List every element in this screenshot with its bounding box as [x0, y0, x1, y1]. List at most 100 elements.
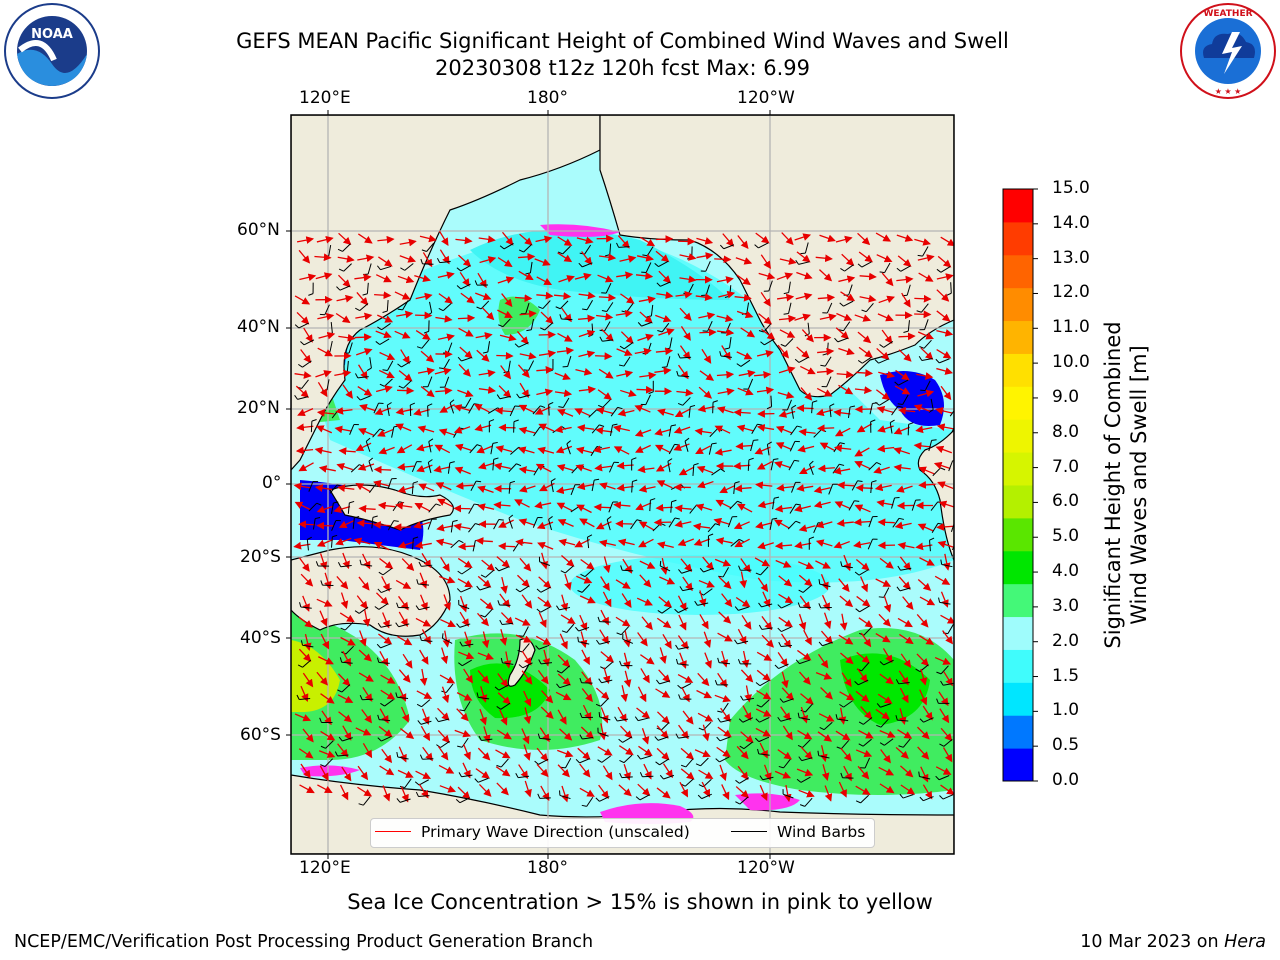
- wind-barb: [889, 422, 893, 434]
- wind-barb: [930, 398, 934, 410]
- wave-direction-arrow: [576, 575, 593, 584]
- wave-direction-arrow: [598, 293, 617, 302]
- colorbar-tick-label: 4.0: [1052, 561, 1080, 582]
- wind-barb-flag: [780, 343, 786, 347]
- wave-direction-arrow: [540, 311, 554, 325]
- wind-barb: [720, 355, 732, 358]
- wave-direction-arrow: [437, 333, 455, 342]
- wind-barb: [479, 586, 491, 591]
- colorbar-tick-label: 10.0: [1052, 352, 1090, 373]
- wind-barb: [548, 519, 553, 531]
- colorbar-tick-label: 7.0: [1052, 456, 1080, 477]
- wind-barb: [345, 645, 354, 655]
- colorbar-tick-label: 1.0: [1052, 700, 1080, 721]
- wave-direction-arrow: [379, 558, 394, 569]
- wave-direction-arrow: [777, 344, 790, 359]
- wave-direction-arrow: [838, 384, 854, 395]
- wind-barb-flag: [436, 257, 441, 263]
- wave-direction-arrow: [733, 408, 751, 417]
- wind-barb-flag: [340, 627, 346, 631]
- wave-direction-arrow: [913, 404, 931, 412]
- wave-direction-arrow: [798, 524, 816, 532]
- wind-barb-flag: [516, 393, 520, 399]
- wave-direction-arrow: [377, 428, 394, 437]
- wind-barb: [668, 517, 676, 528]
- wind-barb: [848, 284, 853, 296]
- wind-barb: [485, 569, 495, 578]
- wind-barb: [841, 565, 853, 569]
- wave-direction-arrow: [557, 332, 573, 342]
- wave-direction-arrow: [521, 650, 532, 666]
- wave-direction-arrow: [534, 406, 551, 415]
- wave-direction-arrow: [576, 424, 595, 432]
- wind-barb: [427, 519, 433, 530]
- wave-direction-arrow: [334, 425, 352, 434]
- wind-barb-flag: [929, 537, 935, 541]
- wind-barb-flag: [517, 649, 523, 653]
- wind-barb-flag: [362, 293, 368, 296]
- wave-direction-arrow: [677, 635, 689, 650]
- wind-barb: [369, 357, 372, 369]
- wave-direction-arrow: [518, 426, 536, 435]
- wind-barb: [331, 520, 337, 531]
- wind-barb-flag: [428, 438, 434, 442]
- wave-direction-arrow: [736, 424, 754, 433]
- wind-barb-flag: [518, 249, 524, 253]
- wave-direction-arrow: [537, 541, 554, 550]
- wave-direction-arrow: [398, 595, 409, 611]
- wave-direction-arrow: [499, 333, 517, 342]
- wave-direction-arrow: [316, 539, 334, 547]
- wind-barb-flag: [818, 579, 821, 585]
- wind-barb: [851, 480, 858, 491]
- wave-direction-arrow: [937, 540, 954, 549]
- wind-barb: [303, 339, 315, 346]
- wind-barb: [381, 322, 391, 331]
- wind-barb-flag: [457, 570, 463, 575]
- wave-direction-arrow: [459, 595, 468, 613]
- wind-barb: [789, 441, 796, 452]
- wind-barb: [404, 263, 414, 271]
- wave-direction-arrow: [635, 271, 654, 280]
- wave-direction-arrow: [557, 409, 574, 417]
- wind-barb: [588, 409, 598, 418]
- wave-direction-arrow: [833, 444, 852, 453]
- wave-direction-arrow: [440, 556, 450, 572]
- wave-direction-arrow: [776, 272, 794, 281]
- wave-direction-arrow: [875, 633, 891, 643]
- wave-direction-arrow: [397, 275, 415, 284]
- wind-barb: [508, 482, 511, 494]
- wind-barb-flag: [377, 622, 382, 628]
- wind-barb: [867, 538, 873, 550]
- wave-direction-arrow: [481, 307, 495, 321]
- wind-barb-flag: [439, 367, 445, 370]
- wind-barb-flag: [518, 664, 524, 669]
- wave-direction-arrow: [443, 594, 451, 611]
- wind-barb: [378, 603, 389, 610]
- wind-barb: [459, 623, 471, 628]
- wind-barb-flag: [550, 478, 556, 482]
- wind-barb: [826, 302, 833, 314]
- wind-barb-flag: [354, 610, 360, 614]
- wave-direction-arrow: [917, 331, 934, 340]
- wind-barb-flag: [336, 286, 341, 291]
- wave-direction-arrow: [516, 330, 529, 345]
- wind-barb: [326, 379, 330, 391]
- wind-barb: [768, 280, 773, 292]
- legend-label-wave-direction: Primary Wave Direction (unscaled): [421, 823, 690, 841]
- wave-direction-arrow: [615, 309, 633, 318]
- wind-barb: [924, 319, 929, 330]
- wind-barb: [780, 645, 792, 648]
- wind-barb-flag: [903, 330, 909, 333]
- wind-barb: [707, 321, 713, 332]
- wave-direction-arrow: [475, 292, 492, 301]
- wind-barb: [566, 443, 571, 455]
- wind-barb-flag: [372, 515, 378, 518]
- wave-direction-arrow: [536, 366, 554, 374]
- wind-barb: [492, 459, 495, 471]
- wind-barb-flag: [678, 569, 683, 574]
- wave-direction-arrow: [677, 538, 695, 547]
- wind-barb: [788, 460, 795, 471]
- wave-direction-arrow: [637, 632, 648, 647]
- wind-barb-flag: [476, 585, 481, 591]
- wave-direction-arrow: [919, 596, 936, 606]
